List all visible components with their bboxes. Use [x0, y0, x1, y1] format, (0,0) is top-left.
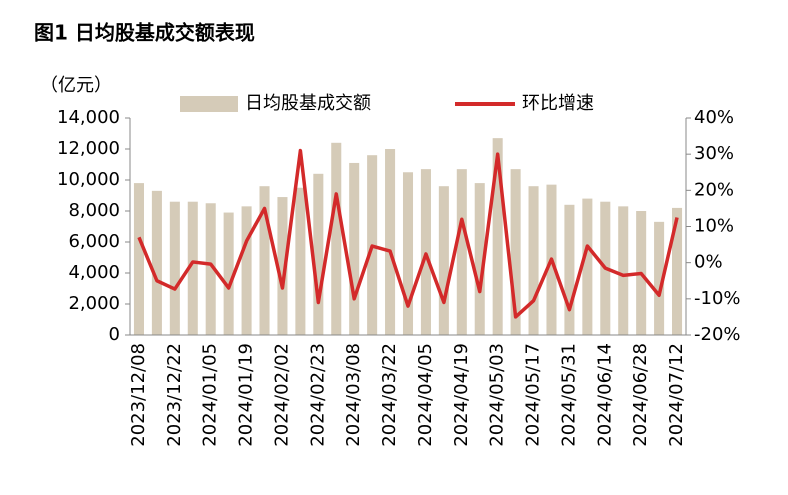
- x-tick-label: 2024/01/05: [200, 343, 221, 447]
- x-tick-label: 2024/03/08: [343, 343, 364, 447]
- bar: [223, 212, 234, 335]
- x-tick-label: 2024/06/28: [630, 343, 651, 447]
- y2-tick-label: -10%: [694, 288, 741, 309]
- x-tick-label: 2024/05/17: [523, 343, 544, 447]
- bar: [259, 186, 270, 335]
- y-tick-label: 0: [109, 324, 120, 345]
- y-axis-label: （亿元）: [40, 75, 112, 96]
- line: [137, 148, 679, 319]
- bar: [528, 186, 539, 335]
- bar: [205, 203, 216, 335]
- bar: [331, 142, 342, 335]
- y2-tick-label: 10%: [694, 216, 734, 237]
- bar: [618, 206, 629, 335]
- y-tick-label: 10,000: [57, 169, 120, 190]
- y-tick-label: 8,000: [68, 200, 120, 221]
- y2-tick-label: 30%: [694, 143, 734, 164]
- y2-tick-label: 20%: [694, 179, 734, 200]
- bar: [187, 201, 198, 335]
- x-tick-label: 2024/04/19: [451, 343, 472, 447]
- legend-label: 日均股基成交额: [245, 93, 371, 114]
- bar: [133, 183, 144, 335]
- chart-title: 图1 日均股基成交额表现: [34, 21, 255, 45]
- bar: [402, 172, 414, 335]
- bar: [313, 173, 324, 335]
- bar: [492, 138, 503, 335]
- bar: [385, 149, 396, 335]
- legend-swatch: [180, 96, 238, 112]
- y-tick-label: 2,000: [68, 293, 120, 314]
- x-tick-label: 2024/05/31: [558, 343, 579, 447]
- x-tick-label: 2023/12/22: [164, 343, 185, 447]
- y2-tick-label: 0%: [694, 252, 723, 273]
- y2-tick-label: 40%: [694, 107, 734, 128]
- bar: [564, 204, 575, 335]
- x-tick-label: 2024/04/05: [415, 343, 436, 447]
- bar: [582, 198, 593, 335]
- x-tick-label: 2024/02/02: [271, 343, 292, 447]
- bar: [169, 201, 180, 335]
- bar: [277, 197, 288, 335]
- y-tick-label: 12,000: [57, 138, 120, 159]
- bar: [474, 183, 485, 335]
- bar: [510, 169, 521, 335]
- x-tick-label: 2023/12/08: [128, 343, 149, 447]
- bar: [349, 162, 360, 335]
- y2-tick-label: -20%: [694, 324, 741, 345]
- y-tick-label: 14,000: [57, 107, 120, 128]
- bar: [438, 186, 449, 335]
- legend-label: 环比增速: [522, 93, 594, 114]
- x-tick-label: 2024/07/12: [666, 343, 687, 447]
- x-tick-label: 2024/02/23: [307, 343, 328, 447]
- y-tick-label: 4,000: [68, 262, 120, 283]
- bar: [456, 169, 467, 335]
- y-tick-label: 6,000: [68, 231, 120, 252]
- x-tick-label: 2024/06/14: [594, 343, 615, 447]
- bar: [654, 221, 665, 335]
- x-tick-label: 2024/03/22: [379, 343, 400, 447]
- bar: [151, 190, 162, 335]
- x-tick-label: 2024/05/03: [487, 343, 508, 447]
- bar: [672, 207, 683, 335]
- bar: [241, 206, 252, 335]
- bar: [420, 169, 431, 335]
- x-tick-label: 2024/01/19: [236, 343, 257, 447]
- bar: [295, 187, 306, 335]
